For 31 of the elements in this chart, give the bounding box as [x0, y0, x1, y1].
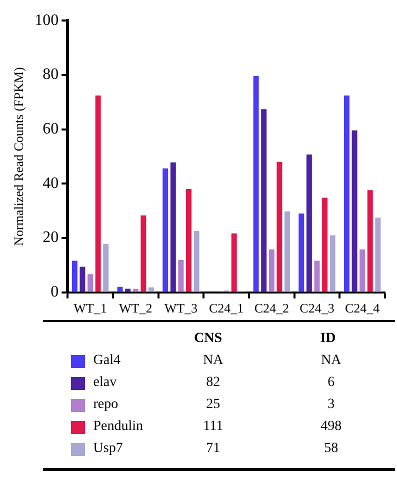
- text: 6: [326, 375, 336, 391]
- legend-label: elav: [92, 375, 118, 391]
- legend-label: Usp7: [92, 441, 124, 457]
- x-tick-label: WT_1: [74, 300, 107, 316]
- text: ID: [319, 331, 337, 347]
- x-tick-label: C24_2: [254, 300, 289, 316]
- text: NA: [320, 353, 342, 369]
- text: 111: [202, 419, 224, 435]
- x-tick-label: C24_3: [300, 300, 334, 316]
- y-axis-title: Normalized Read Counts (FPKM): [11, 67, 26, 246]
- text: 25: [205, 397, 222, 413]
- x-tick-label: WT_3: [164, 300, 198, 316]
- text: 71: [205, 441, 222, 457]
- legend-label: repo: [92, 397, 120, 413]
- y-tick-label: 0: [50, 284, 59, 301]
- legend-label: Gal4: [92, 353, 122, 369]
- text: NA: [202, 353, 224, 369]
- y-tick-label: 80: [42, 66, 59, 84]
- y-tick-label: 100: [34, 12, 59, 29]
- x-tick-label: WT_2: [119, 300, 152, 316]
- y-tick-label: 60: [42, 120, 59, 138]
- text: 498: [320, 419, 343, 435]
- y-tick-label: 40: [42, 174, 59, 192]
- x-tick-label: C24_4: [344, 300, 380, 316]
- text: 82: [205, 375, 222, 391]
- text: 58: [323, 441, 340, 457]
- legend-label: Pendulin: [92, 419, 144, 435]
- text: 3: [326, 397, 336, 413]
- y-tick-label: 20: [42, 229, 59, 246]
- x-tick-label: C24_1: [208, 300, 244, 316]
- text: CNS: [192, 331, 223, 347]
